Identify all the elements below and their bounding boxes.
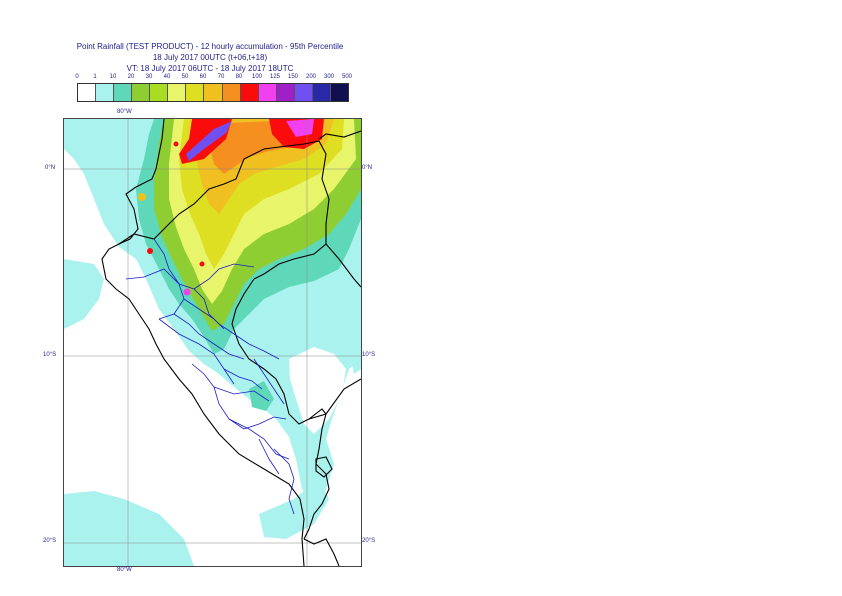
lake-titicaca — [315, 456, 333, 478]
legend-tick-label: 200 — [305, 74, 317, 80]
title-line-3: VT: 18 July 2017 06UTC - 18 July 2017 18… — [126, 64, 294, 73]
map-title: Point Rainfall (TEST PRODUCT) - 12 hourl… — [60, 41, 360, 74]
region-line-16 — [258, 438, 280, 475]
title-line-2: 18 July 2017 00UTC (t+06,t+18) — [152, 53, 268, 62]
rain-spot-orange — [138, 193, 146, 201]
region-line-13 — [193, 263, 255, 290]
legend-tick-label: 500 — [341, 74, 353, 80]
rainfall-field — [64, 119, 361, 566]
region-line-11 — [273, 448, 295, 515]
lat-label-20S-right: 20°S — [362, 538, 376, 544]
regional-boundaries — [125, 238, 295, 515]
legend-tick-label: 1 — [93, 74, 97, 80]
legend-tick-label: 10 — [109, 74, 117, 80]
legend-swatch — [222, 84, 241, 101]
legend-tick-label: 30 — [145, 74, 153, 80]
legend-swatch — [276, 84, 295, 101]
legend-swatch — [150, 84, 169, 101]
region-line-10 — [223, 368, 263, 390]
legend-swatch — [168, 84, 187, 101]
lat-label-10S-right: 10°S — [362, 352, 376, 358]
legend-tick-label: 60 — [199, 74, 207, 80]
color-legend: 0 1 10 20 30 40 50 60 70 80 100 125 150 200 300 500 — [60, 74, 360, 104]
legend-tick-label: 40 — [163, 74, 171, 80]
rain-spot-red — [147, 248, 153, 254]
legend-swatch — [330, 84, 348, 101]
lon-label-80W-bottom: 80°W — [117, 567, 132, 573]
colombia-venezuela-border — [318, 130, 361, 140]
region-line-2 — [158, 318, 235, 385]
peru-bolivia-border — [303, 413, 330, 540]
legend-labels: 0 1 10 20 30 40 50 60 70 80 100 125 150 200 300 500 — [60, 74, 360, 84]
ecuador-peru-border — [118, 146, 280, 245]
legend-tick-label: 125 — [269, 74, 281, 80]
legend-swatch — [132, 84, 151, 101]
lat-label-0N-left: 0°N — [45, 165, 56, 171]
region-line-14 — [233, 333, 280, 360]
lat-label-0N-right: 0°N — [362, 165, 373, 171]
region-line-8 — [243, 416, 287, 430]
region-line-4 — [173, 313, 245, 360]
rain-area-light-south — [259, 479, 329, 539]
legend-swatch — [258, 84, 277, 101]
legend-tick-label: 0 — [75, 74, 79, 80]
rain-spot-green — [257, 399, 267, 409]
rain-area-light-right-edge — [349, 347, 361, 374]
rain-area-light-left — [64, 259, 104, 329]
rain-area-light-bottom — [64, 491, 194, 566]
region-line-12 — [153, 238, 180, 285]
legend-tick-label: 70 — [217, 74, 225, 80]
region-line-3 — [178, 283, 235, 335]
brazil-bolivia-border — [308, 378, 361, 420]
legend-tick-label: 80 — [235, 74, 243, 80]
legend-swatch — [114, 84, 133, 101]
peru-colombia-border — [253, 140, 330, 280]
legend-tick-label: 300 — [323, 74, 335, 80]
region-line-6 — [213, 386, 270, 402]
lat-label-10S-left: 10°S — [43, 352, 57, 358]
legend-swatch — [312, 84, 331, 101]
lon-label-80W-top: 80°W — [117, 109, 132, 115]
region-line-9 — [253, 358, 285, 405]
legend-tick-label: 50 — [181, 74, 189, 80]
lat-label-20S-left: 20°S — [43, 538, 57, 544]
rain-spot-magenta — [183, 288, 191, 296]
legend-swatch — [186, 84, 205, 101]
map-svg — [64, 119, 361, 566]
legend-swatch — [96, 84, 115, 101]
region-line-15 — [183, 298, 225, 330]
rain-area-white-east — [289, 347, 346, 434]
legend-swatch — [204, 84, 223, 101]
legend-tick-label: 100 — [251, 74, 263, 80]
legend-color-bar — [77, 83, 349, 102]
legend-swatch — [294, 84, 313, 101]
brazil-border-east — [325, 243, 361, 288]
coastline — [101, 119, 305, 566]
title-line-1: Point Rainfall (TEST PRODUCT) - 12 hourl… — [76, 42, 344, 51]
rainfall-map — [63, 118, 362, 567]
legend-tick-label: 20 — [127, 74, 135, 80]
peru-brazil-border — [231, 278, 327, 425]
country-borders — [101, 119, 361, 566]
chile-border — [303, 538, 340, 566]
rain-area-purple — [186, 121, 232, 161]
rain-spot-red-3 — [173, 141, 179, 147]
legend-tick-label: 150 — [287, 74, 299, 80]
legend-swatch — [78, 84, 97, 101]
rain-spot-red-2 — [199, 261, 205, 267]
legend-swatch — [240, 84, 259, 101]
